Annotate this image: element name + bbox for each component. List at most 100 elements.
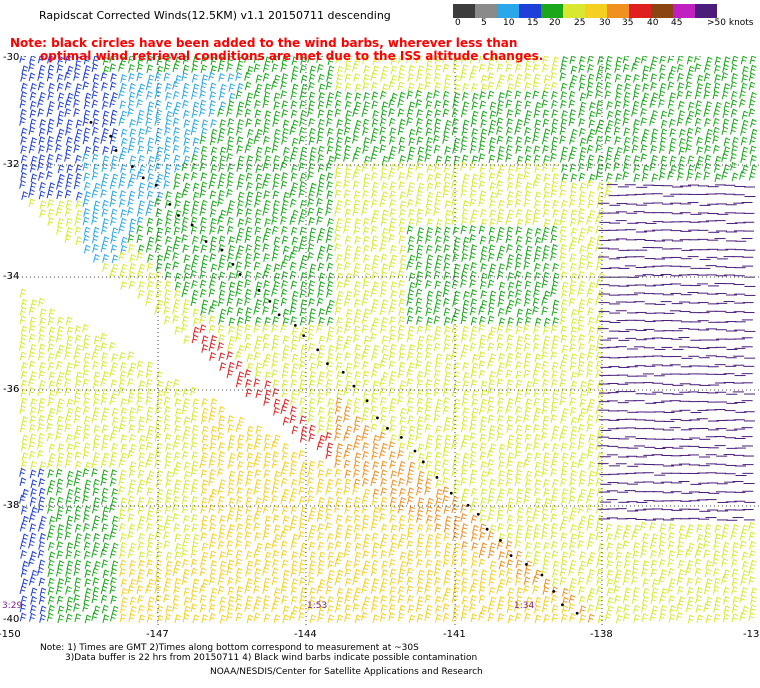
wind-barb — [560, 271, 568, 281]
wind-barb — [219, 308, 227, 318]
wind-barb — [505, 63, 513, 73]
wind-barb — [597, 56, 604, 65]
wind-barb — [84, 569, 92, 579]
wind-barb — [226, 107, 233, 117]
wind-barb — [397, 594, 405, 604]
wind-barb — [91, 567, 99, 577]
wind-barb — [19, 585, 27, 595]
wind-barb — [489, 182, 496, 191]
wind-barb — [102, 371, 109, 380]
wind-barb — [515, 424, 523, 434]
wind-barb — [92, 145, 100, 155]
wind-barb — [137, 604, 145, 614]
wind-barb — [425, 109, 433, 119]
wind-barb — [119, 100, 127, 110]
wind-barb — [173, 486, 180, 496]
wind-barb — [433, 126, 441, 136]
wind-barb — [406, 351, 414, 361]
wind-barb — [91, 522, 99, 532]
wind-barb — [361, 611, 368, 621]
wind-barb — [38, 190, 46, 200]
wind-barb — [433, 369, 441, 379]
wind-barb — [417, 452, 425, 462]
wind-barb — [362, 460, 370, 470]
wind-barb — [299, 153, 306, 163]
wind-barb — [56, 82, 64, 92]
wind-barb — [542, 559, 550, 569]
wind-barb — [615, 560, 623, 570]
wind-barb — [163, 180, 170, 189]
wind-barb — [551, 361, 559, 371]
wind-barb — [128, 523, 136, 533]
wind-barb — [363, 289, 370, 299]
wind-barb — [46, 189, 54, 199]
wind-barb — [739, 170, 746, 180]
wind-barb — [282, 191, 290, 201]
wind-barb — [354, 452, 362, 462]
wind-barb — [534, 236, 542, 246]
wind-barb — [712, 557, 719, 567]
wind-barb — [362, 144, 369, 154]
wind-barb — [101, 351, 108, 361]
wind-barb — [579, 452, 587, 462]
wind-barb — [453, 361, 460, 371]
wind-barb — [443, 423, 450, 433]
wind-barb — [398, 181, 405, 190]
wind-barb — [308, 397, 316, 407]
wind-barb — [273, 533, 281, 543]
wind-barb — [597, 460, 604, 470]
wind-barb — [723, 83, 730, 92]
wind-barb — [487, 81, 495, 91]
wind-barb — [129, 578, 137, 588]
wind-barb — [118, 224, 125, 234]
wind-barb — [172, 468, 180, 477]
wind-barb — [462, 406, 469, 416]
wind-barb — [649, 540, 657, 550]
wind-barb — [461, 577, 469, 586]
wind-barb — [91, 467, 98, 477]
wind-barb — [174, 551, 182, 561]
wind-barb — [316, 297, 324, 307]
wind-barb — [631, 567, 639, 577]
wind-barb — [470, 370, 477, 379]
wind-barb — [56, 415, 64, 425]
wind-barb — [379, 540, 387, 550]
wind-barb — [597, 398, 605, 408]
wind-barb — [389, 514, 397, 524]
wind-barb — [687, 164, 695, 174]
wind-barb — [245, 226, 253, 236]
wind-barb — [623, 145, 630, 154]
wind-barb — [244, 144, 252, 154]
wind-barb — [282, 317, 290, 327]
wind-barb — [264, 523, 271, 533]
wind-barb — [362, 126, 369, 136]
wind-barb — [489, 569, 497, 579]
wind-barb — [245, 118, 253, 128]
wind-barb — [408, 137, 416, 146]
wind-barb — [362, 181, 370, 191]
wind-barb — [101, 81, 108, 91]
wind-barb — [307, 467, 314, 477]
wind-barb — [280, 215, 287, 225]
wind-barb — [390, 433, 397, 443]
wind-barb — [228, 470, 236, 480]
wind-barb — [606, 578, 614, 588]
wind-barb — [118, 378, 126, 388]
wind-barb — [75, 209, 83, 219]
wind-barb — [20, 379, 28, 389]
wind-barb — [264, 56, 272, 66]
wind-barb — [462, 361, 469, 371]
wind-barb — [514, 450, 522, 459]
wind-barb — [660, 128, 668, 138]
wind-barb — [146, 487, 154, 497]
wind-barb — [425, 118, 433, 128]
wind-barb — [543, 551, 551, 561]
wind-barb — [515, 288, 522, 298]
wind-barb — [334, 233, 341, 243]
wind-barb — [515, 180, 522, 190]
wind-barb — [578, 478, 586, 488]
wind-barb — [650, 559, 658, 569]
wind-barb — [443, 181, 451, 191]
wind-barb — [46, 414, 54, 424]
wind-barb — [498, 290, 506, 300]
